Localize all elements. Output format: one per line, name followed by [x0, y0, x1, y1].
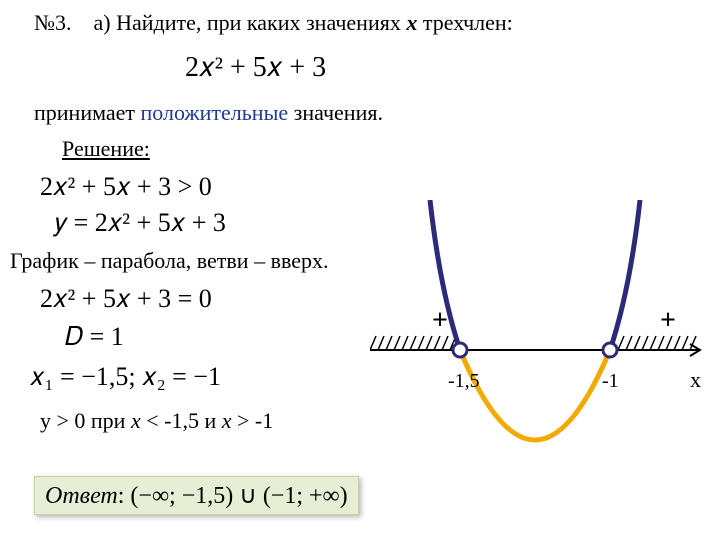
hatch-right	[610, 336, 696, 350]
problem-line: №3. а) Найдите, при каких значениях х тр…	[34, 10, 513, 36]
answer-label: Ответ	[45, 483, 118, 509]
roots: 𝑥₁ = −1,5; 𝑥₂ = −1	[30, 362, 221, 393]
inequality: 2𝑥² + 5𝑥 + 3 > 0	[40, 172, 212, 203]
hatch-left	[370, 336, 456, 350]
discriminant: 𝐷 = 1	[65, 322, 124, 353]
ycond-x1: х	[131, 408, 141, 433]
prompt-after: трехчлен:	[423, 10, 513, 35]
solution-heading: Решение:	[62, 136, 150, 162]
takes-values: принимает положительные значения.	[34, 100, 383, 126]
problem-part: а)	[94, 10, 111, 35]
ycond-mid1: < -1,5 и	[146, 408, 222, 433]
x-axis-label: х	[690, 367, 701, 393]
root-marker-2	[603, 343, 617, 357]
y-function: 𝑦 = 2𝑥² + 5𝑥 + 3	[55, 208, 226, 239]
ycond-pre: у > 0 при	[40, 408, 131, 433]
graph-description: График – парабола, ветви – вверх.	[10, 248, 328, 274]
expression: 2𝑥² + 5𝑥 + 3	[185, 52, 326, 84]
takes: принимает	[34, 100, 141, 125]
equation: 2𝑥² + 5𝑥 + 3 = 0	[40, 284, 212, 315]
parabola-upper-right	[610, 200, 640, 350]
y-condition: у > 0 при х < -1,5 и х > -1	[40, 408, 273, 434]
ycond-mid2: > -1	[237, 408, 273, 433]
plus-right: +	[660, 305, 676, 337]
ycond-x2: х	[222, 408, 232, 433]
root-marker-1	[453, 343, 467, 357]
problem-number: №3.	[34, 10, 72, 35]
parabola-lower	[460, 350, 610, 440]
parabola-graph	[370, 200, 710, 460]
values-word: значения.	[294, 100, 383, 125]
plus-left: +	[432, 305, 448, 337]
positive-word: положительные	[141, 100, 289, 125]
root1-label: -1,5	[448, 370, 480, 393]
answer-box: Ответ: (−∞; −1,5) ∪ (−1; +∞)	[34, 476, 359, 515]
answer-text: : (−∞; −1,5) ∪ (−1; +∞)	[118, 483, 348, 509]
prompt-var: х	[406, 10, 417, 35]
prompt-before: Найдите, при каких значениях	[116, 10, 406, 35]
root2-label: -1	[602, 370, 619, 393]
